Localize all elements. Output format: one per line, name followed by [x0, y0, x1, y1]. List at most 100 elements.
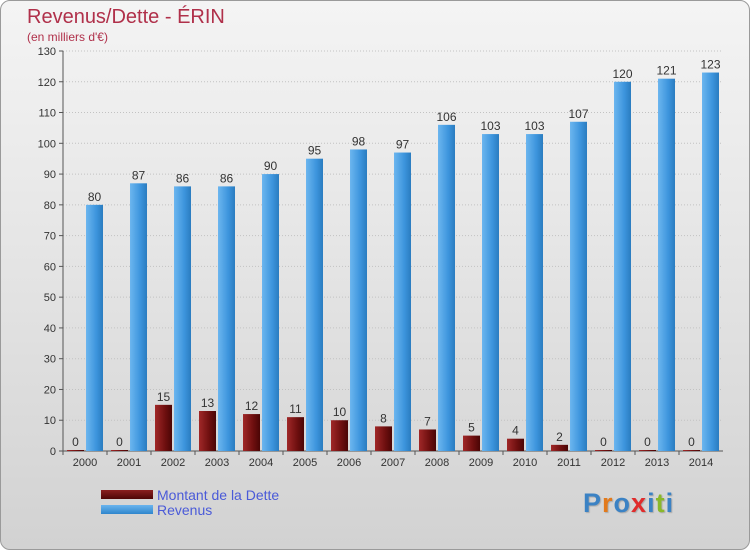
- debt-value-label: 11: [289, 402, 302, 416]
- debt-value-label: 0: [116, 435, 123, 449]
- revenue-bar: [86, 204, 103, 451]
- revenue-bar: [174, 186, 191, 451]
- y-tick-label: 20: [44, 384, 56, 396]
- revenue-value-label: 86: [220, 171, 234, 185]
- x-tick-label: 2013: [645, 457, 669, 469]
- x-tick-label: 2008: [425, 457, 449, 469]
- debt-bar: [595, 450, 612, 451]
- debt-value-label: 0: [644, 435, 651, 449]
- revenue-value-label: 86: [176, 171, 190, 185]
- debt-value-label: 5: [468, 421, 475, 435]
- revenue-value-label: 98: [352, 134, 366, 148]
- y-tick-label: 70: [44, 231, 56, 243]
- revenue-bar: [350, 149, 367, 451]
- y-tick-label: 60: [44, 261, 56, 273]
- debt-bar: [551, 444, 568, 451]
- revenue-value-label: 95: [308, 144, 322, 158]
- debt-bar: [331, 420, 348, 451]
- revenue-bar: [482, 134, 499, 452]
- logo-letter: t: [655, 488, 666, 518]
- x-tick-label: 2010: [513, 457, 537, 469]
- logo-letter: i: [665, 488, 675, 518]
- debt-bar: [463, 435, 480, 451]
- y-tick-label: 90: [44, 169, 56, 181]
- x-tick-label: 2009: [469, 457, 493, 469]
- debt-bar: [287, 417, 304, 451]
- debt-value-label: 8: [380, 411, 387, 425]
- revenue-bar: [614, 81, 631, 452]
- revenue-value-label: 90: [264, 159, 278, 173]
- logo-letter: o: [613, 488, 632, 518]
- chart-subtitle: (en milliers d'€): [27, 30, 108, 44]
- debt-value-label: 0: [600, 435, 607, 449]
- logo-letter: x: [631, 488, 648, 518]
- revenue-value-label: 123: [700, 58, 720, 72]
- legend-label-revenue: Revenus: [157, 501, 213, 518]
- revenue-bar: [526, 134, 543, 452]
- x-tick-label: 2014: [689, 457, 713, 469]
- x-tick-label: 2011: [557, 457, 581, 469]
- chart-title: Revenus/Dette - ÉRIN: [27, 6, 225, 28]
- revenue-bar: [130, 183, 147, 452]
- revenue-value-label: 97: [396, 138, 410, 152]
- proxiti-logo: Proxiti: [583, 488, 674, 519]
- revenue-bar: [218, 186, 235, 451]
- revenue-value-label: 80: [88, 190, 102, 204]
- x-tick-label: 2005: [293, 457, 317, 469]
- y-tick-label: 130: [38, 46, 56, 58]
- y-tick-label: 10: [44, 415, 56, 427]
- x-tick-label: 2007: [381, 457, 405, 469]
- y-tick-label: 100: [38, 138, 56, 150]
- revenue-value-label: 87: [132, 168, 146, 182]
- legend-swatch-debt: [101, 490, 153, 499]
- debt-bar: [199, 411, 216, 451]
- debt-bar: [67, 450, 84, 451]
- x-tick-label: 2004: [249, 457, 273, 469]
- y-tick-label: 80: [44, 200, 56, 212]
- revenue-bar: [570, 121, 587, 452]
- revenue-value-label: 103: [480, 119, 500, 133]
- x-tick-label: 2000: [73, 457, 97, 469]
- x-tick-label: 2003: [205, 457, 229, 469]
- x-tick-label: 2001: [117, 457, 141, 469]
- debt-bar: [375, 426, 392, 451]
- legend-label-debt: Montant de la Dette: [157, 486, 280, 503]
- logo-letter: i: [647, 488, 656, 518]
- debt-bar: [683, 450, 700, 451]
- revenue-value-label: 120: [612, 67, 632, 81]
- y-tick-label: 40: [44, 323, 56, 335]
- x-tick-label: 2012: [601, 457, 625, 469]
- debt-bar: [507, 438, 524, 451]
- revenue-value-label: 121: [656, 64, 676, 78]
- x-tick-label: 2002: [161, 457, 185, 469]
- y-tick-label: 50: [44, 292, 56, 304]
- legend-item-debt: Montant de la Dette: [101, 486, 280, 503]
- revenue-bar: [262, 174, 279, 452]
- y-tick-label: 110: [38, 108, 56, 120]
- revenue-bar: [306, 158, 323, 451]
- debt-bar: [155, 404, 172, 451]
- y-tick-label: 30: [44, 354, 56, 366]
- logo-letter: P: [583, 488, 603, 518]
- debt-bar: [639, 450, 656, 451]
- x-tick-label: 2006: [337, 457, 361, 469]
- revenue-bar: [394, 152, 411, 452]
- logo-letter: r: [602, 488, 614, 518]
- debt-bar: [111, 450, 128, 451]
- revenue-bar: [702, 72, 719, 452]
- debt-value-label: 4: [512, 424, 519, 438]
- y-tick-label: 120: [38, 77, 56, 89]
- debt-value-label: 0: [72, 435, 79, 449]
- revenue-bar: [658, 78, 675, 451]
- debt-value-label: 7: [424, 414, 431, 428]
- debt-value-label: 2: [556, 430, 563, 444]
- debt-value-label: 15: [157, 390, 171, 404]
- debt-value-label: 10: [333, 405, 347, 419]
- revenue-value-label: 103: [524, 119, 544, 133]
- revenue-value-label: 106: [436, 110, 456, 124]
- revenue-bar: [438, 124, 455, 451]
- debt-bar: [243, 414, 260, 451]
- debt-value-label: 12: [245, 399, 259, 413]
